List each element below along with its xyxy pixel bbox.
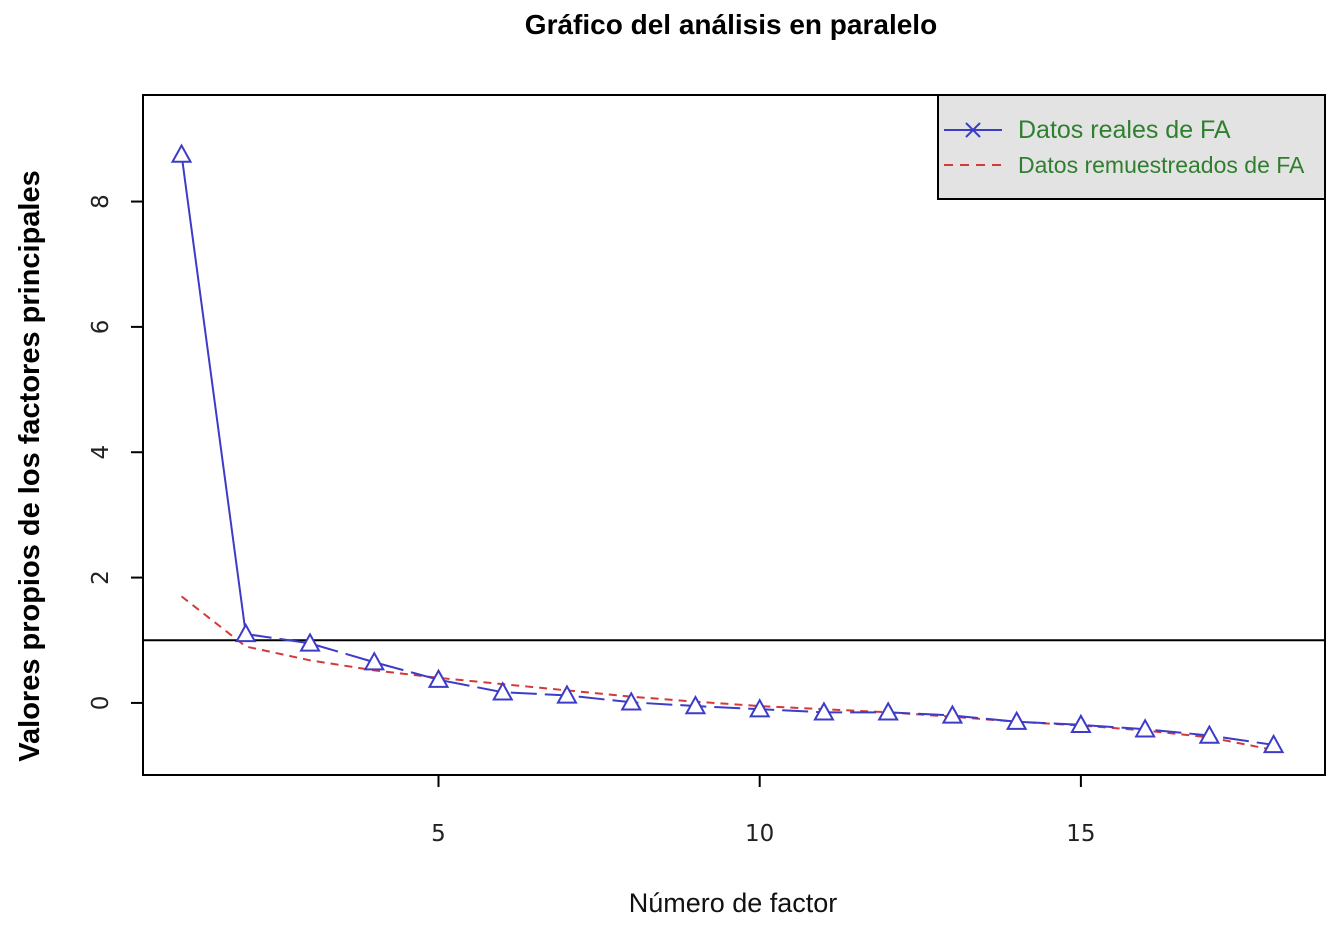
x-axis-label: Número de factor bbox=[629, 888, 838, 918]
series-real-point-triangle-icon bbox=[299, 632, 321, 652]
series-real-line-solid bbox=[180, 154, 247, 635]
series-real-point-triangle-icon bbox=[813, 701, 835, 721]
series-real-point-triangle-icon bbox=[235, 622, 257, 643]
y-axis: 0 2 4 6 8 bbox=[88, 194, 143, 710]
legend-real-marker-x-icon bbox=[965, 122, 981, 138]
legend-resampled-label: Datos remuestreados de FA bbox=[1018, 152, 1305, 178]
x-tick-label: 5 bbox=[431, 821, 446, 847]
series-real-point-triangle-icon bbox=[170, 143, 193, 163]
series-real-point-triangle-icon bbox=[748, 698, 771, 718]
x-tick-label: 15 bbox=[1066, 821, 1095, 847]
y-tick-label: 8 bbox=[88, 194, 114, 209]
series-real-point-triangle-icon bbox=[1134, 718, 1156, 738]
y-tick-label: 6 bbox=[88, 320, 114, 335]
series-real-point-triangle-icon bbox=[1070, 713, 1092, 734]
series-real-point-triangle-icon bbox=[620, 691, 642, 711]
series-real-point-triangle-icon bbox=[427, 668, 450, 688]
y-tick-label: 2 bbox=[88, 570, 114, 585]
series-real-point-triangle-icon bbox=[941, 704, 964, 724]
series-real-point-triangle-icon bbox=[556, 684, 578, 704]
x-axis: 5 10 15 bbox=[431, 775, 1096, 847]
y-axis-label: Valores propios de los factores principa… bbox=[14, 170, 46, 761]
legend: Datos reales de FA Datos remuestreados d… bbox=[937, 94, 1326, 200]
chart-title: Gráfico del análisis en paralelo bbox=[525, 9, 937, 40]
series-real-point-triangle-icon bbox=[1198, 724, 1221, 744]
y-tick-label: 4 bbox=[88, 445, 114, 460]
x-tick-label: 10 bbox=[745, 821, 774, 847]
series-real-point-triangle-icon bbox=[877, 701, 899, 721]
plot-frame bbox=[142, 94, 1326, 776]
legend-real-label: Datos reales de FA bbox=[1018, 116, 1231, 144]
series-real-point-triangle-icon bbox=[363, 651, 385, 671]
series-real-point-triangle-icon bbox=[684, 695, 707, 715]
legend-box bbox=[937, 94, 1326, 200]
series-real-point-triangle-icon bbox=[1262, 733, 1285, 754]
series-layer bbox=[170, 143, 1285, 754]
series-real-point-triangle-icon bbox=[1005, 710, 1028, 730]
y-tick-label: 0 bbox=[88, 696, 114, 711]
series-real-point-triangle-icon bbox=[492, 681, 514, 701]
